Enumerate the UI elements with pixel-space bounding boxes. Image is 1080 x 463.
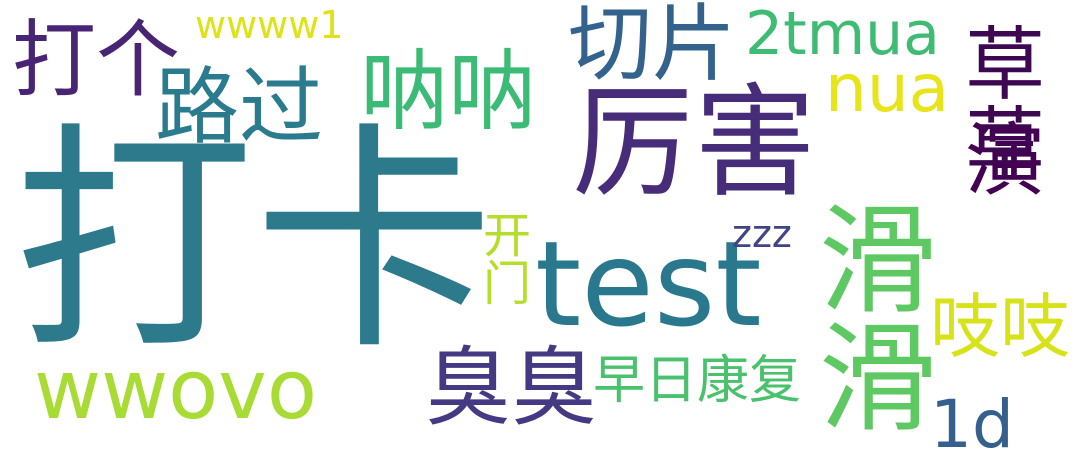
word-1d: 1d bbox=[930, 386, 1014, 463]
word-daka: 打卡 bbox=[14, 102, 495, 382]
word-chouchou: 臭臭 bbox=[425, 338, 597, 438]
word-lihai: 厉害 bbox=[572, 72, 816, 214]
word-nana: 呐呐 bbox=[360, 40, 537, 143]
word-2tmua: 2tmua bbox=[745, 0, 940, 69]
word-huahua: 滑滑 bbox=[798, 198, 936, 434]
word-dage: 打个 bbox=[12, 11, 181, 109]
word-nua: nua bbox=[825, 50, 950, 127]
word-yan: 演 bbox=[952, 118, 1045, 198]
word-kaimen: 开门 bbox=[474, 210, 530, 306]
word-caocao: 草草 bbox=[952, 22, 1045, 182]
word-zaorikangfu: 早日康复 bbox=[593, 351, 802, 411]
word-zhizhi: 吱吱 bbox=[930, 286, 1070, 368]
word-wwovo: wwovo bbox=[34, 343, 317, 438]
word-qiepian: 切片 bbox=[568, 0, 737, 93]
word-test: test bbox=[535, 215, 762, 353]
word-wwww1: wwww1 bbox=[195, 3, 344, 47]
word-luguo: 路过 bbox=[155, 58, 324, 156]
word-zzz: zzz bbox=[732, 212, 792, 256]
